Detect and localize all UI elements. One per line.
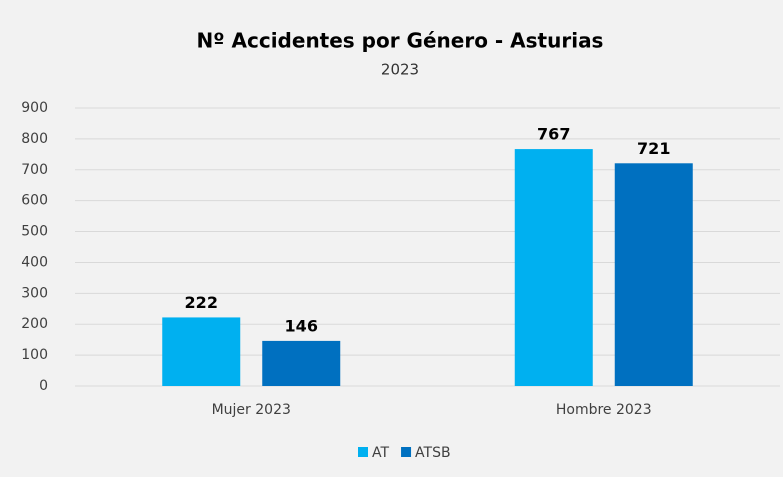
y-tick-label: 800 [21,131,48,147]
bar [162,317,241,386]
y-tick-label: 900 [21,100,48,116]
data-label: 146 [285,316,318,335]
y-tick-label: 400 [21,254,48,270]
chart-subtitle: 2023 [381,61,419,79]
data-label: 222 [185,293,218,312]
x-tick-label: Hombre 2023 [556,402,652,418]
legend-label: ATSB [415,445,451,461]
y-tick-label: 300 [21,285,48,301]
bar [614,163,693,386]
chart-title: Nº Accidentes por Género - Asturias [197,29,604,53]
bar [262,340,341,386]
y-tick-label: 700 [21,162,48,178]
data-label: 767 [537,125,570,144]
legend-label: AT [372,445,389,461]
data-label: 721 [637,139,670,158]
y-tick-label: 100 [21,347,48,363]
legend-swatch [358,447,368,457]
y-tick-label: 0 [39,378,48,394]
y-tick-label: 500 [21,224,48,240]
bar [514,149,593,386]
x-tick-label: Mujer 2023 [212,402,291,418]
legend-swatch [401,447,412,457]
y-tick-label: 600 [21,193,48,209]
y-tick-label: 200 [21,316,48,332]
